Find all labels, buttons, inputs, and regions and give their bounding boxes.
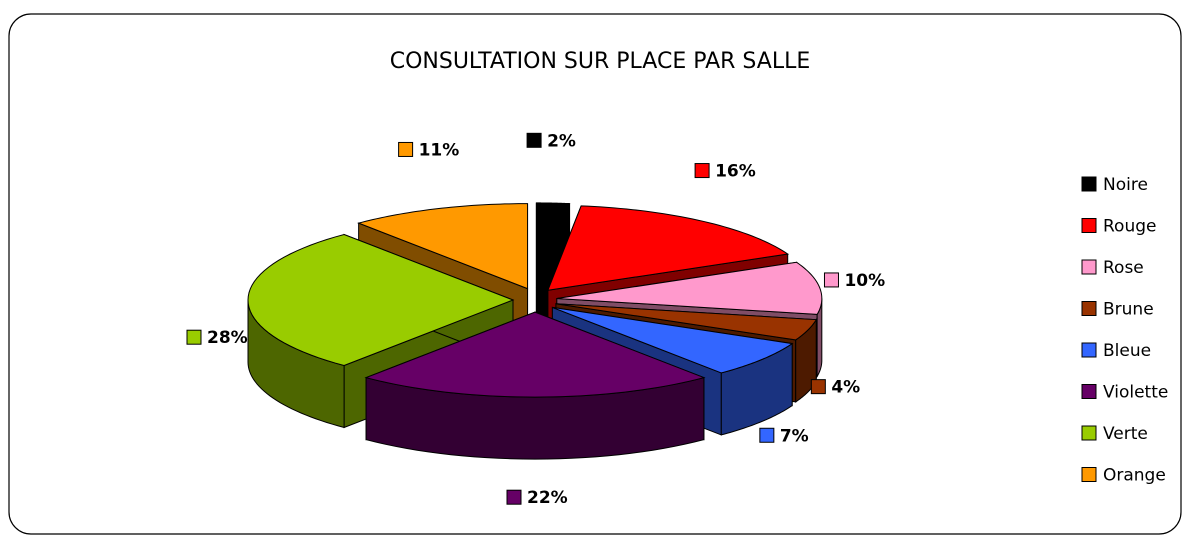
slice bbox=[535, 202, 571, 289]
value-label-group: 2% bbox=[526, 131, 576, 151]
value-label: 4% bbox=[831, 378, 860, 398]
label-swatch bbox=[823, 272, 839, 288]
value-label-group: 11% bbox=[398, 140, 460, 160]
legend-swatch bbox=[1081, 301, 1097, 316]
slice bbox=[357, 203, 529, 290]
legend-swatch bbox=[1081, 218, 1097, 233]
slice bbox=[547, 205, 790, 291]
label-swatch bbox=[526, 132, 542, 148]
legend-text: Rouge bbox=[1103, 217, 1156, 237]
value-label-group: 22% bbox=[506, 488, 568, 508]
pie bbox=[247, 202, 823, 460]
legend-swatch bbox=[1081, 425, 1097, 441]
slice bbox=[247, 233, 515, 367]
slice bbox=[556, 261, 823, 315]
legend-text: Orange bbox=[1103, 466, 1166, 486]
legend-text: Brune bbox=[1103, 300, 1154, 320]
value-label: 22% bbox=[527, 488, 568, 508]
value-label-group: 28% bbox=[186, 328, 248, 348]
chart-title: CONSULTATION SUR PLACE PAR SALLE bbox=[390, 49, 811, 74]
value-label: 10% bbox=[844, 271, 885, 291]
legend-text: Rose bbox=[1103, 258, 1144, 278]
legend-swatch bbox=[1081, 342, 1097, 358]
value-label: 16% bbox=[715, 162, 756, 182]
label-swatch bbox=[506, 489, 522, 505]
value-label: 2% bbox=[547, 131, 576, 151]
label-swatch bbox=[810, 379, 826, 395]
value-label-group: 16% bbox=[694, 162, 756, 182]
value-label-group: 4% bbox=[810, 378, 860, 398]
legend-text: Bleue bbox=[1103, 341, 1151, 361]
legend: Noire Rouge Rose Brune Bleue Violette Verte Ora… bbox=[1081, 175, 1168, 486]
value-label: 28% bbox=[207, 328, 248, 348]
legend-swatch bbox=[1081, 259, 1097, 275]
value-label-group: 7% bbox=[759, 426, 809, 446]
labels: 2% 16% 10% 4% 7% 22% 28% 11% bbox=[186, 131, 885, 508]
value-label-group: 10% bbox=[823, 271, 885, 291]
label-swatch bbox=[694, 163, 710, 179]
legend-text: Violette bbox=[1103, 383, 1168, 403]
legend-swatch bbox=[1081, 176, 1097, 192]
legend-text: Verte bbox=[1103, 424, 1148, 444]
legend-swatch bbox=[1081, 384, 1097, 399]
value-label: 7% bbox=[780, 426, 809, 446]
slice bbox=[552, 306, 794, 374]
slice bbox=[364, 311, 706, 398]
label-swatch bbox=[398, 141, 414, 157]
slice bbox=[555, 303, 818, 341]
value-label: 11% bbox=[419, 140, 460, 160]
label-swatch bbox=[759, 427, 775, 443]
legend-swatch bbox=[1081, 467, 1097, 482]
label-swatch bbox=[186, 329, 202, 345]
legend-text: Noire bbox=[1103, 175, 1148, 195]
